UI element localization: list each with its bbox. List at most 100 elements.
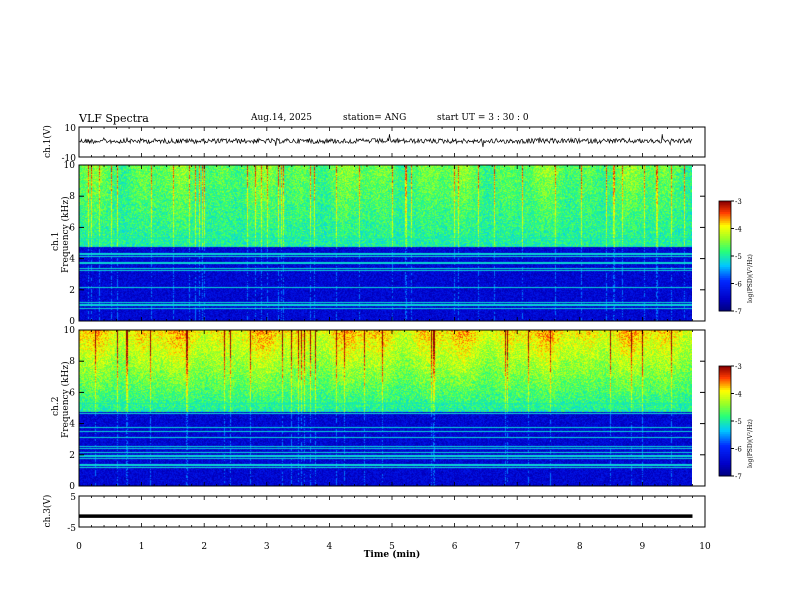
ch1-spec-ylabel: ch.1 Frequency (kHz) (51, 196, 71, 273)
ch2-colorbar-cell (719, 444, 731, 448)
ch2-colorbar-cell (719, 366, 731, 369)
ch1-colorbar-cell (719, 202, 731, 206)
ch1-colorbar-cell (719, 281, 731, 284)
ch2-colorbar-cell (719, 395, 731, 398)
ch1-colorbar-cell (719, 226, 731, 229)
ch1-spectrogram-image (79, 165, 692, 321)
ch1-spec-ytick-label: 4 (69, 255, 75, 265)
ch1-colorbar-cell (719, 272, 731, 275)
ch2-colorbar-cell (719, 463, 731, 466)
ch1-spec-ytick-label: 0 (69, 317, 75, 327)
ch1-colorbar-cell (719, 267, 731, 270)
ch2-colorbar-cell (719, 432, 731, 435)
ch2-colorbar-cell (719, 399, 731, 402)
ch2-colorbar-cell (719, 417, 731, 420)
ch1-colorbar-cell (719, 213, 731, 217)
ch2-colorbar-tick-label: -4 (735, 391, 742, 399)
ch1-colorbar-cell (719, 210, 731, 213)
ch1-colorbar-cell (719, 204, 731, 207)
ch2-spec-ytick-label: 10 (64, 326, 76, 336)
ch1-colorbar-cell (719, 301, 731, 305)
ch2-colorbar-cell (719, 428, 731, 431)
ch1-colorbar-tick-label: -6 (735, 281, 742, 289)
ch1-colorbar-tick-label: -7 (735, 308, 742, 316)
ch1-colorbar-cell (719, 237, 731, 240)
ch2-colorbar-cell (719, 411, 731, 415)
ch1-colorbar-cell (719, 298, 731, 301)
ch2-colorbar-cell (719, 474, 731, 477)
ch2-colorbar-cell (719, 426, 731, 429)
ch1-colorbar-cell (719, 246, 731, 250)
ch1-colorbar-cell (719, 285, 731, 288)
ch1-colorbar-cell (719, 292, 731, 295)
ch1-colorbar-cell (719, 303, 731, 306)
ch1-colorbar-cell (719, 268, 731, 272)
ch1-colorbar-cell (719, 296, 731, 299)
ch1-colorbar-cell (719, 256, 731, 259)
ch2-colorbar-cell (719, 402, 731, 405)
start-ut-label: start UT = 3 : 30 : 0 (437, 113, 529, 123)
x-tick-label: 6 (452, 542, 458, 552)
station-label: station= ANG (343, 113, 407, 123)
ch2-colorbar-cell (719, 389, 731, 393)
x-tick-label: 0 (76, 542, 82, 552)
ch3-ylabel: ch.3(V) (42, 495, 53, 528)
ch1-colorbar-cell (719, 212, 731, 215)
ch1-colorbar-cell (719, 230, 731, 233)
ch1-colorbar-cell (719, 232, 731, 235)
ch1-colorbar-cell (719, 243, 731, 246)
ch1-colorbar-cell (719, 245, 731, 248)
ch1-colorbar-cell (719, 287, 731, 290)
ch1-spec-ytick-label: 2 (69, 286, 75, 296)
ch2-colorbar-cell (719, 454, 731, 457)
ch2-colorbar-cell (719, 373, 731, 376)
ch2-colorbar-cell (719, 443, 731, 446)
ch2-colorbar-cell (719, 375, 731, 378)
ch1-colorbar-cell (719, 219, 731, 222)
ch1-colorbar-cell (719, 265, 731, 268)
date-label: Aug.14, 2025 (251, 113, 312, 123)
ch1-colorbar-cell (719, 294, 731, 297)
ch2-colorbar-cell (719, 446, 731, 449)
x-tick-label: 9 (640, 542, 646, 552)
ch2-spec-ylabel-line: Frequency (kHz) (60, 361, 71, 438)
ch2-colorbar-cell (719, 430, 731, 433)
x-tick-label: 1 (139, 542, 145, 552)
ch2-colorbar-cell (719, 466, 731, 470)
ch2-colorbar-cell (719, 450, 731, 453)
ch2-colorbar-label: log(PSD)(V²/Hz) (747, 419, 754, 468)
ch1-colorbar-cell (719, 309, 731, 312)
ch1-colorbar-cell (719, 217, 731, 220)
ch2-colorbar-cell (719, 377, 731, 380)
ch2-colorbar-cell (719, 380, 731, 383)
ch2-colorbar-cell (719, 419, 731, 422)
ch1-spec-ylabel-line: Frequency (kHz) (60, 196, 71, 273)
ch2-colorbar-cell (719, 413, 731, 416)
ch1-colorbar-cell (719, 261, 731, 264)
ch2-colorbar-cell (719, 459, 731, 462)
ch2-colorbar-tick-label: -7 (735, 473, 742, 481)
ch2-colorbar-cell (719, 421, 731, 424)
ch2-colorbar-tick-label: -6 (735, 446, 742, 454)
ch2-colorbar-cell (719, 406, 731, 409)
ch2-colorbar-cell (719, 472, 731, 475)
ch2-colorbar-cell (719, 415, 731, 418)
ch1-ytick-bottom: -10 (62, 154, 77, 164)
x-tick-label: 3 (264, 542, 270, 552)
ch2-colorbar-cell (719, 452, 731, 455)
ch1-colorbar-cell (719, 241, 731, 244)
ch2-spec-ytick-label: 6 (69, 388, 75, 398)
ch3-frame (78, 495, 706, 528)
ch1-colorbar-cell (719, 259, 731, 262)
ch1-colorbar-cell (719, 307, 731, 310)
ch2-colorbar-cell (719, 386, 731, 389)
ch1-colorbar-tick-label: -5 (735, 253, 742, 261)
ch1-colorbar-cell (719, 290, 731, 294)
ch2-spectrogram-image (79, 330, 692, 486)
ch2-colorbar-cell (719, 470, 731, 473)
ch2-spec-ylabel: ch.2 Frequency (kHz) (51, 361, 71, 438)
ch2-colorbar-cell (719, 433, 731, 437)
ch2-spec-ytick-label: 4 (69, 420, 75, 430)
ch1-colorbar-cell (719, 283, 731, 286)
x-tick-label: 8 (577, 542, 583, 552)
